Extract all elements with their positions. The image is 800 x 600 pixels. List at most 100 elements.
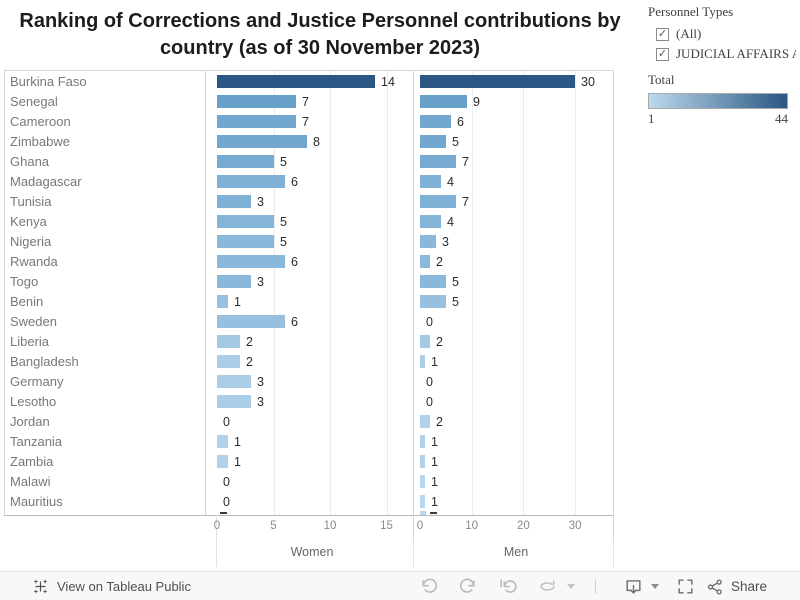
chart-title-line1: Ranking of Corrections and Justice Perso… bbox=[19, 10, 621, 32]
x-axis-tick-label: 15 bbox=[380, 520, 393, 532]
value-label: 2 bbox=[436, 415, 443, 429]
value-label: 14 bbox=[381, 75, 395, 89]
bar-men[interactable] bbox=[420, 435, 425, 448]
bar-men[interactable] bbox=[420, 275, 446, 288]
bar-women[interactable] bbox=[217, 355, 240, 368]
share-button[interactable]: Share bbox=[706, 572, 767, 600]
value-label: 9 bbox=[473, 95, 480, 109]
view-on-tableau-public-link[interactable]: View on Tableau Public bbox=[32, 572, 191, 600]
value-label: 1 bbox=[234, 295, 241, 309]
clipped-next-row-sliver bbox=[430, 512, 437, 514]
bar-women[interactable] bbox=[217, 295, 228, 308]
bar-men[interactable] bbox=[420, 355, 425, 368]
country-label: Burkina Faso bbox=[10, 74, 87, 89]
bar-women[interactable] bbox=[217, 135, 307, 148]
bar-men[interactable] bbox=[420, 135, 446, 148]
bar-men[interactable] bbox=[420, 495, 425, 508]
bar-women[interactable] bbox=[217, 455, 228, 468]
checkbox-icon[interactable]: ✓ bbox=[656, 27, 669, 41]
fullscreen-icon[interactable] bbox=[676, 577, 695, 596]
filter-option-judicial-affairs[interactable]: ✓ JUDICIAL AFFAIRS A… bbox=[656, 46, 796, 62]
bar-women[interactable] bbox=[217, 395, 251, 408]
color-legend-max: 44 bbox=[775, 111, 788, 126]
value-label: 1 bbox=[431, 455, 438, 469]
value-label: 0 bbox=[426, 395, 433, 409]
bar-men[interactable] bbox=[420, 255, 430, 268]
clipped-next-row-sliver bbox=[220, 512, 227, 514]
bar-women[interactable] bbox=[217, 195, 251, 208]
chart-title-line2: country (as of 30 November 2023) bbox=[159, 37, 481, 59]
bar-men[interactable] bbox=[420, 295, 446, 308]
bar-men[interactable] bbox=[420, 75, 575, 88]
bar-women[interactable] bbox=[217, 75, 375, 88]
bar-men[interactable] bbox=[420, 175, 441, 188]
bar-women[interactable] bbox=[217, 255, 285, 268]
bar-women[interactable] bbox=[217, 315, 285, 328]
bar-men[interactable] bbox=[420, 155, 456, 168]
bar-men[interactable] bbox=[420, 475, 425, 488]
value-label: 1 bbox=[431, 435, 438, 449]
toolbar-divider bbox=[595, 579, 596, 594]
refresh-caret-icon[interactable] bbox=[567, 584, 575, 589]
value-label: 3 bbox=[442, 235, 449, 249]
bar-women[interactable] bbox=[217, 115, 296, 128]
download-icon[interactable] bbox=[624, 577, 643, 596]
refresh-icon[interactable] bbox=[538, 577, 557, 596]
value-label: 5 bbox=[452, 135, 459, 149]
value-label: 1 bbox=[431, 495, 438, 509]
value-label: 1 bbox=[431, 475, 438, 489]
value-label: 2 bbox=[246, 335, 253, 349]
value-label: 0 bbox=[426, 315, 433, 329]
country-label: Ghana bbox=[10, 154, 50, 169]
x-axis-tick-label: 20 bbox=[516, 520, 530, 532]
chart-left-border bbox=[4, 70, 5, 515]
checkbox-icon[interactable]: ✓ bbox=[656, 47, 669, 61]
color-legend-min: 1 bbox=[648, 111, 655, 126]
bar-women[interactable] bbox=[217, 155, 274, 168]
x-axis-tick-label: 10 bbox=[465, 520, 479, 532]
download-caret-icon[interactable] bbox=[651, 584, 659, 589]
bar-men[interactable] bbox=[420, 215, 441, 228]
bar-women[interactable] bbox=[217, 335, 240, 348]
country-label: Zambia bbox=[10, 454, 54, 469]
undo-icon[interactable] bbox=[420, 577, 439, 596]
bar-women[interactable] bbox=[217, 275, 251, 288]
bar-women[interactable] bbox=[217, 435, 228, 448]
bar-men[interactable] bbox=[420, 115, 451, 128]
value-label: 5 bbox=[452, 275, 459, 289]
country-label: Mauritius bbox=[10, 494, 63, 509]
value-label: 3 bbox=[257, 395, 264, 409]
gridline bbox=[471, 71, 473, 515]
value-label: 1 bbox=[234, 435, 241, 449]
value-label: 6 bbox=[457, 115, 464, 129]
country-label: Jordan bbox=[10, 414, 50, 429]
chart-right-border bbox=[613, 70, 614, 538]
bar-men[interactable] bbox=[420, 455, 425, 468]
axis-title-men: Men bbox=[503, 545, 529, 559]
country-label: Madagascar bbox=[10, 174, 82, 189]
total-color-legend: Total 1 44 bbox=[648, 72, 788, 127]
bar-women[interactable] bbox=[217, 235, 274, 248]
bar-men[interactable] bbox=[420, 415, 430, 428]
bar-women[interactable] bbox=[217, 95, 296, 108]
bar-women[interactable] bbox=[217, 215, 274, 228]
bar-men[interactable] bbox=[420, 235, 436, 248]
view-link-label: View on Tableau Public bbox=[57, 579, 191, 594]
chart-top-border bbox=[4, 70, 613, 71]
bar-men[interactable] bbox=[420, 335, 430, 348]
value-label: 30 bbox=[581, 75, 595, 89]
axis-title-women: Women bbox=[290, 545, 334, 559]
bar-women[interactable] bbox=[217, 175, 285, 188]
redo-icon[interactable] bbox=[458, 577, 477, 596]
replay-icon[interactable] bbox=[498, 577, 517, 596]
country-label: Togo bbox=[10, 274, 39, 289]
color-gradient-bar bbox=[648, 93, 788, 109]
share-label: Share bbox=[731, 579, 768, 594]
bar-men[interactable] bbox=[420, 95, 467, 108]
bar-men[interactable] bbox=[420, 195, 456, 208]
filter-option-all[interactable]: ✓ (All) bbox=[656, 26, 796, 42]
bar-women[interactable] bbox=[217, 375, 251, 388]
country-label: Nigeria bbox=[10, 234, 52, 249]
x-axis-tick-label: 0 bbox=[416, 520, 424, 532]
